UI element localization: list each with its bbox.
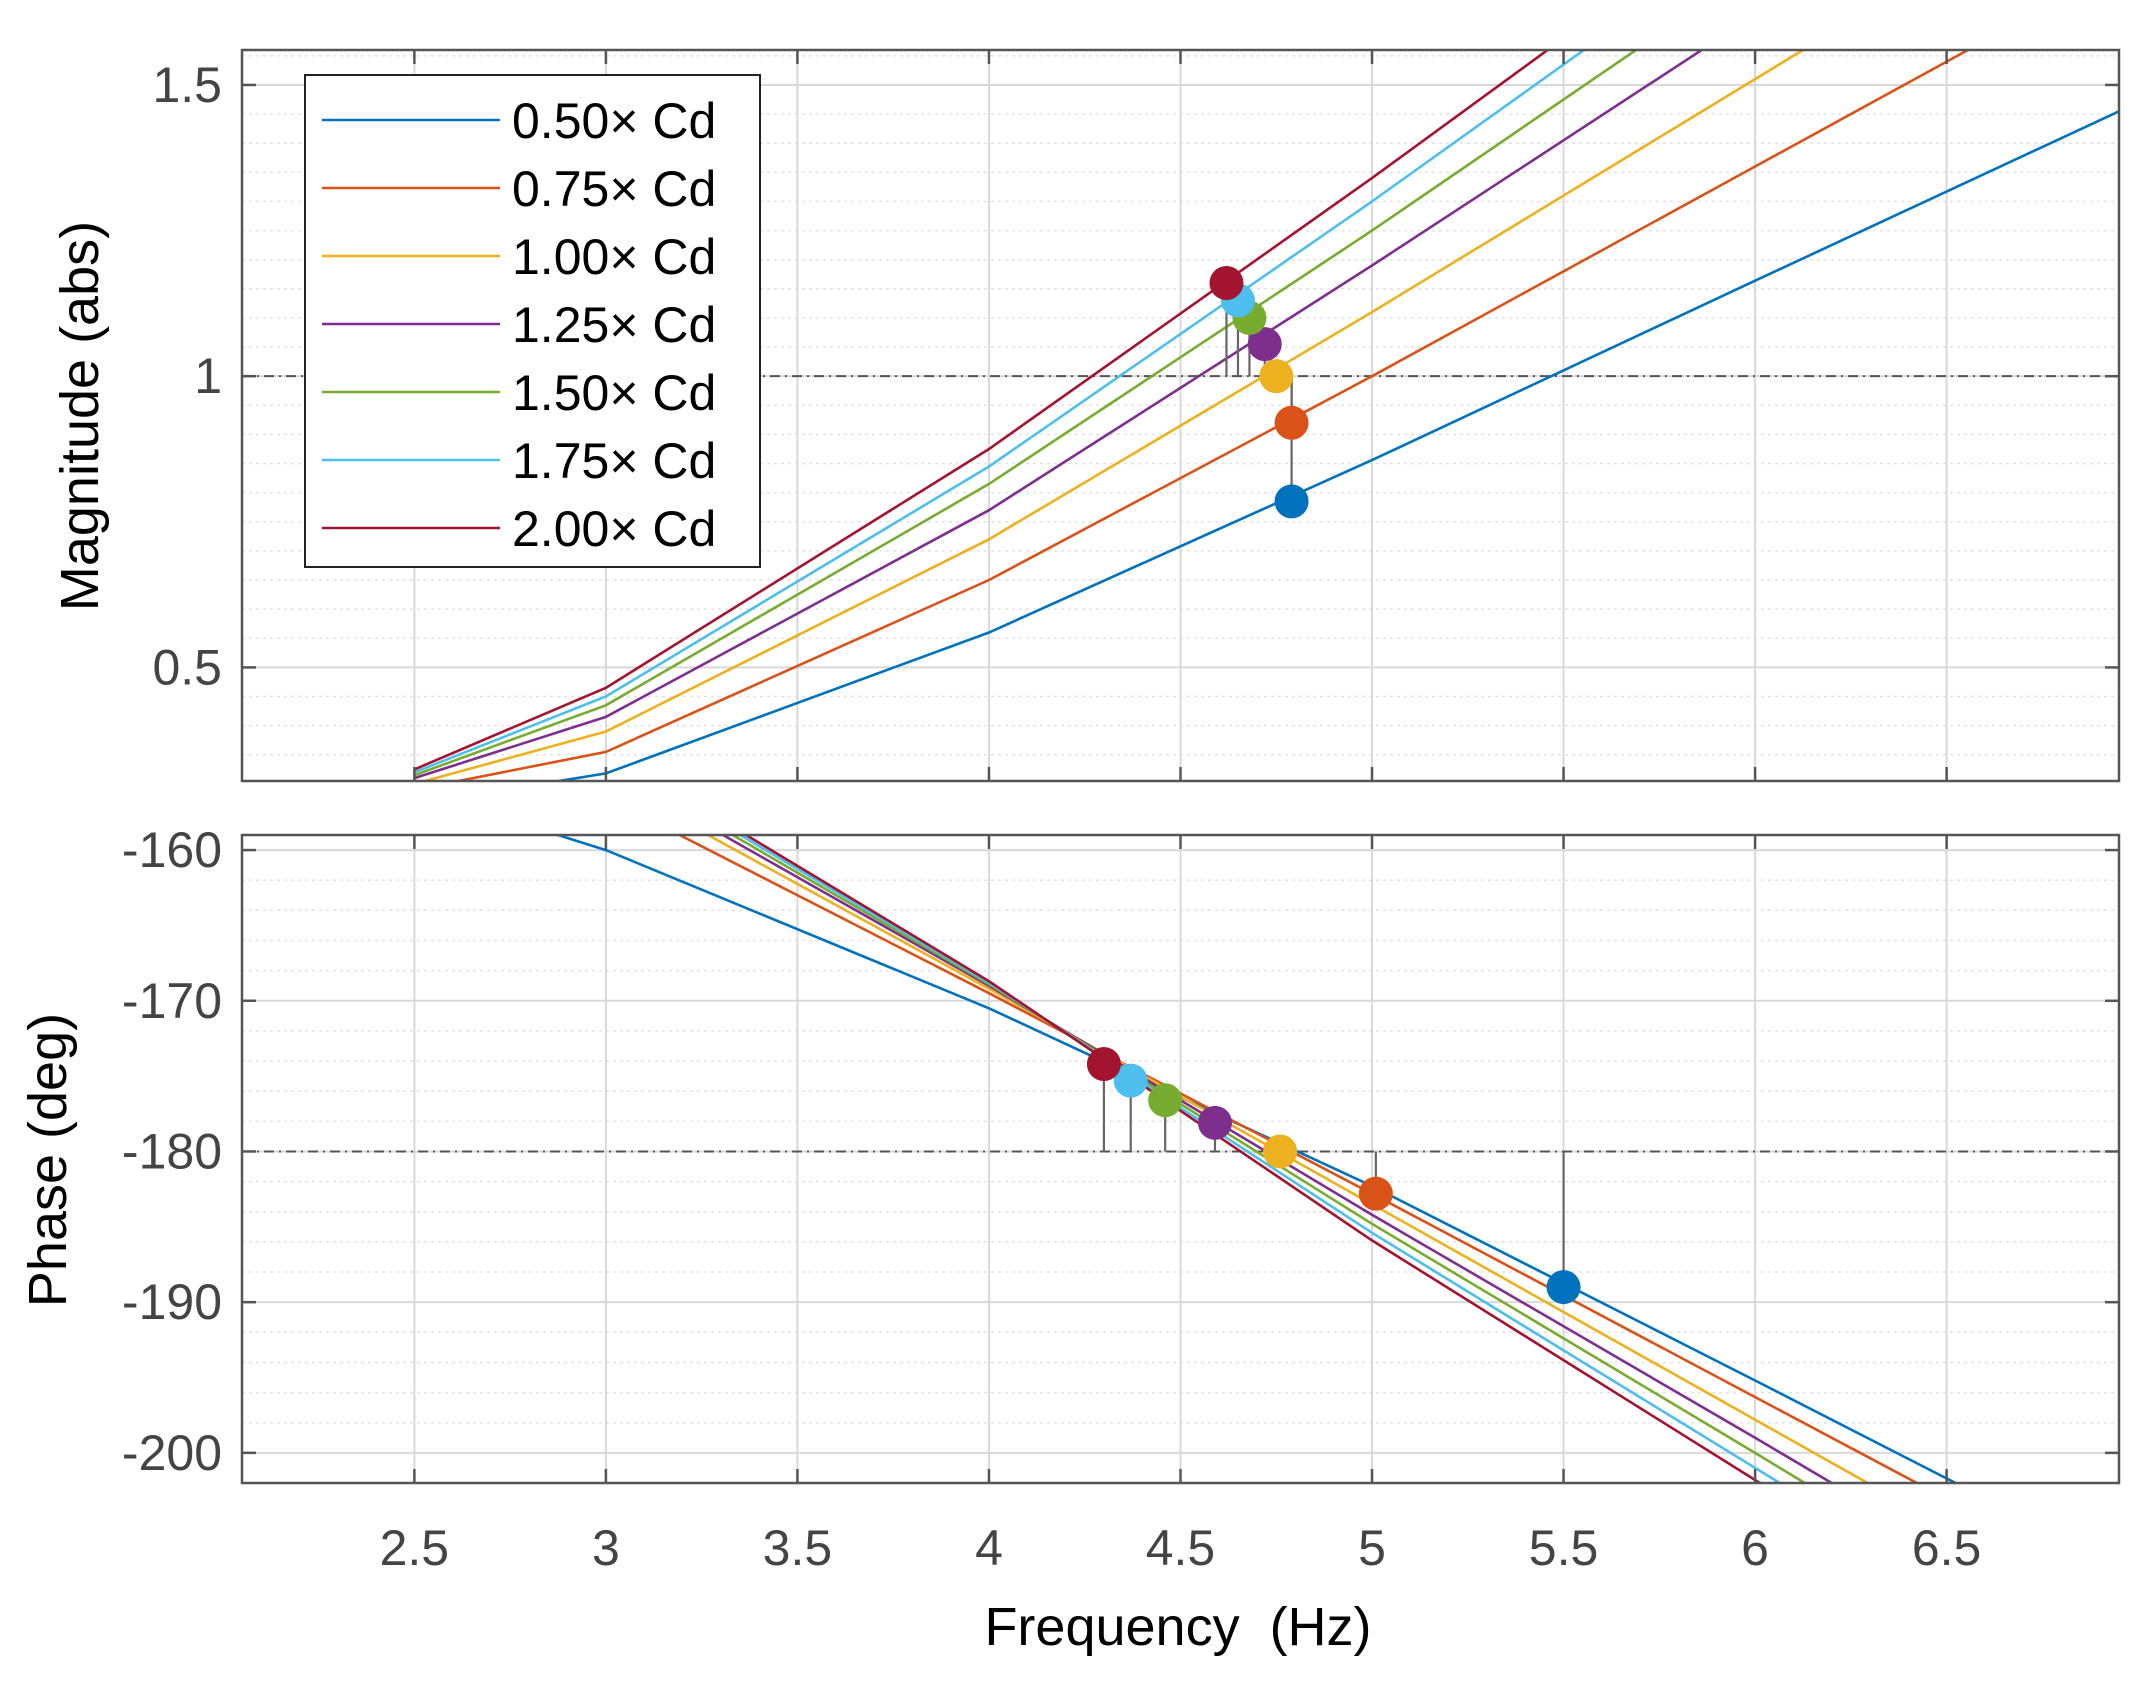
- legend-label: 1.50× Cd: [512, 365, 716, 421]
- x-tick-label: 3.5: [763, 1520, 833, 1576]
- legend-label: 1.25× Cd: [512, 297, 716, 353]
- crossover-marker: [1259, 359, 1294, 394]
- y-tick-label: -180: [122, 1123, 222, 1179]
- series-line: [550, 109, 2119, 781]
- x-tick-label: 5: [1358, 1520, 1386, 1576]
- legend-label: 0.50× Cd: [512, 93, 716, 149]
- magnitude-axis-ticks: [242, 50, 2119, 781]
- x-axis-label: Frequency (Hz): [984, 1597, 1371, 1657]
- phase-grid: [242, 835, 2119, 1484]
- phase-x-tick-labels: 2.5 3 3.5 4 4.5 5 5.5 6 6.5: [380, 1520, 1982, 1576]
- phase-panel: -160 -170 -180 -190 -200 2.5 3 3.5 4 4.5 5 5.5 6 6.5…: [18, 822, 2121, 1657]
- legend: 0.50× Cd 0.75× Cd 1.00× Cd 1.25× Cd 1.50× Cd…: [304, 74, 761, 568]
- legend-label: 1.00× Cd: [512, 229, 716, 285]
- phase-markers: [1086, 1047, 1581, 1305]
- series-line: [451, 50, 1971, 781]
- series-line: [420, 50, 1806, 781]
- crossover-marker: [1274, 405, 1309, 440]
- legend-label: 0.75× Cd: [512, 161, 716, 217]
- crossover-marker: [1247, 327, 1282, 362]
- crossover-marker: [1197, 1105, 1232, 1140]
- crossover-marker: [1263, 1134, 1298, 1169]
- x-tick-label: 6.5: [1912, 1520, 1982, 1576]
- phase-y-axis-label: Phase (deg): [18, 1013, 78, 1307]
- y-tick-label: -160: [122, 822, 222, 878]
- series-line: [413, 50, 1587, 774]
- crossover-marker: [1086, 1047, 1121, 1082]
- y-tick-label: 1: [194, 348, 222, 404]
- y-tick-label: -200: [122, 1425, 222, 1481]
- series-line: [413, 50, 1550, 771]
- x-tick-label: 3: [592, 1520, 620, 1576]
- magnitude-grid: [242, 50, 2119, 781]
- x-tick-label: 4: [975, 1520, 1003, 1576]
- series-line: [743, 835, 1763, 1483]
- x-tick-label: 2.5: [380, 1520, 450, 1576]
- crossover-marker: [1148, 1083, 1183, 1118]
- crossover-marker: [1113, 1063, 1148, 1098]
- magnitude-y-axis-label: Magnitude (abs): [50, 221, 110, 611]
- y-tick-label: -190: [122, 1274, 222, 1330]
- y-tick-label: 1.5: [152, 57, 222, 113]
- crossover-marker: [1358, 1176, 1393, 1211]
- phase-axis-ticks: [242, 835, 2119, 1483]
- series-line: [737, 835, 1783, 1483]
- series-line: [413, 50, 1639, 777]
- legend-label: 2.00× Cd: [512, 501, 716, 557]
- legend-label: 1.75× Cd: [512, 433, 716, 489]
- x-tick-label: 4.5: [1146, 1520, 1216, 1576]
- magnitude-y-tick-labels: 0.5 1 1.5: [152, 57, 222, 695]
- y-tick-label: 0.5: [152, 639, 222, 695]
- crossover-marker: [1274, 484, 1309, 519]
- series-line: [414, 50, 1705, 780]
- crossover-marker: [1546, 1270, 1581, 1305]
- legend-box: [304, 74, 761, 568]
- magnitude-series: [413, 50, 2119, 781]
- x-tick-label: 6: [1741, 1520, 1769, 1576]
- crossover-marker: [1209, 265, 1244, 300]
- y-tick-label: -170: [122, 973, 222, 1029]
- phase-y-tick-labels: -160 -170 -180 -190 -200: [122, 822, 222, 1481]
- magnitude-markers: [1209, 265, 1309, 519]
- x-tick-label: 5.5: [1529, 1520, 1599, 1576]
